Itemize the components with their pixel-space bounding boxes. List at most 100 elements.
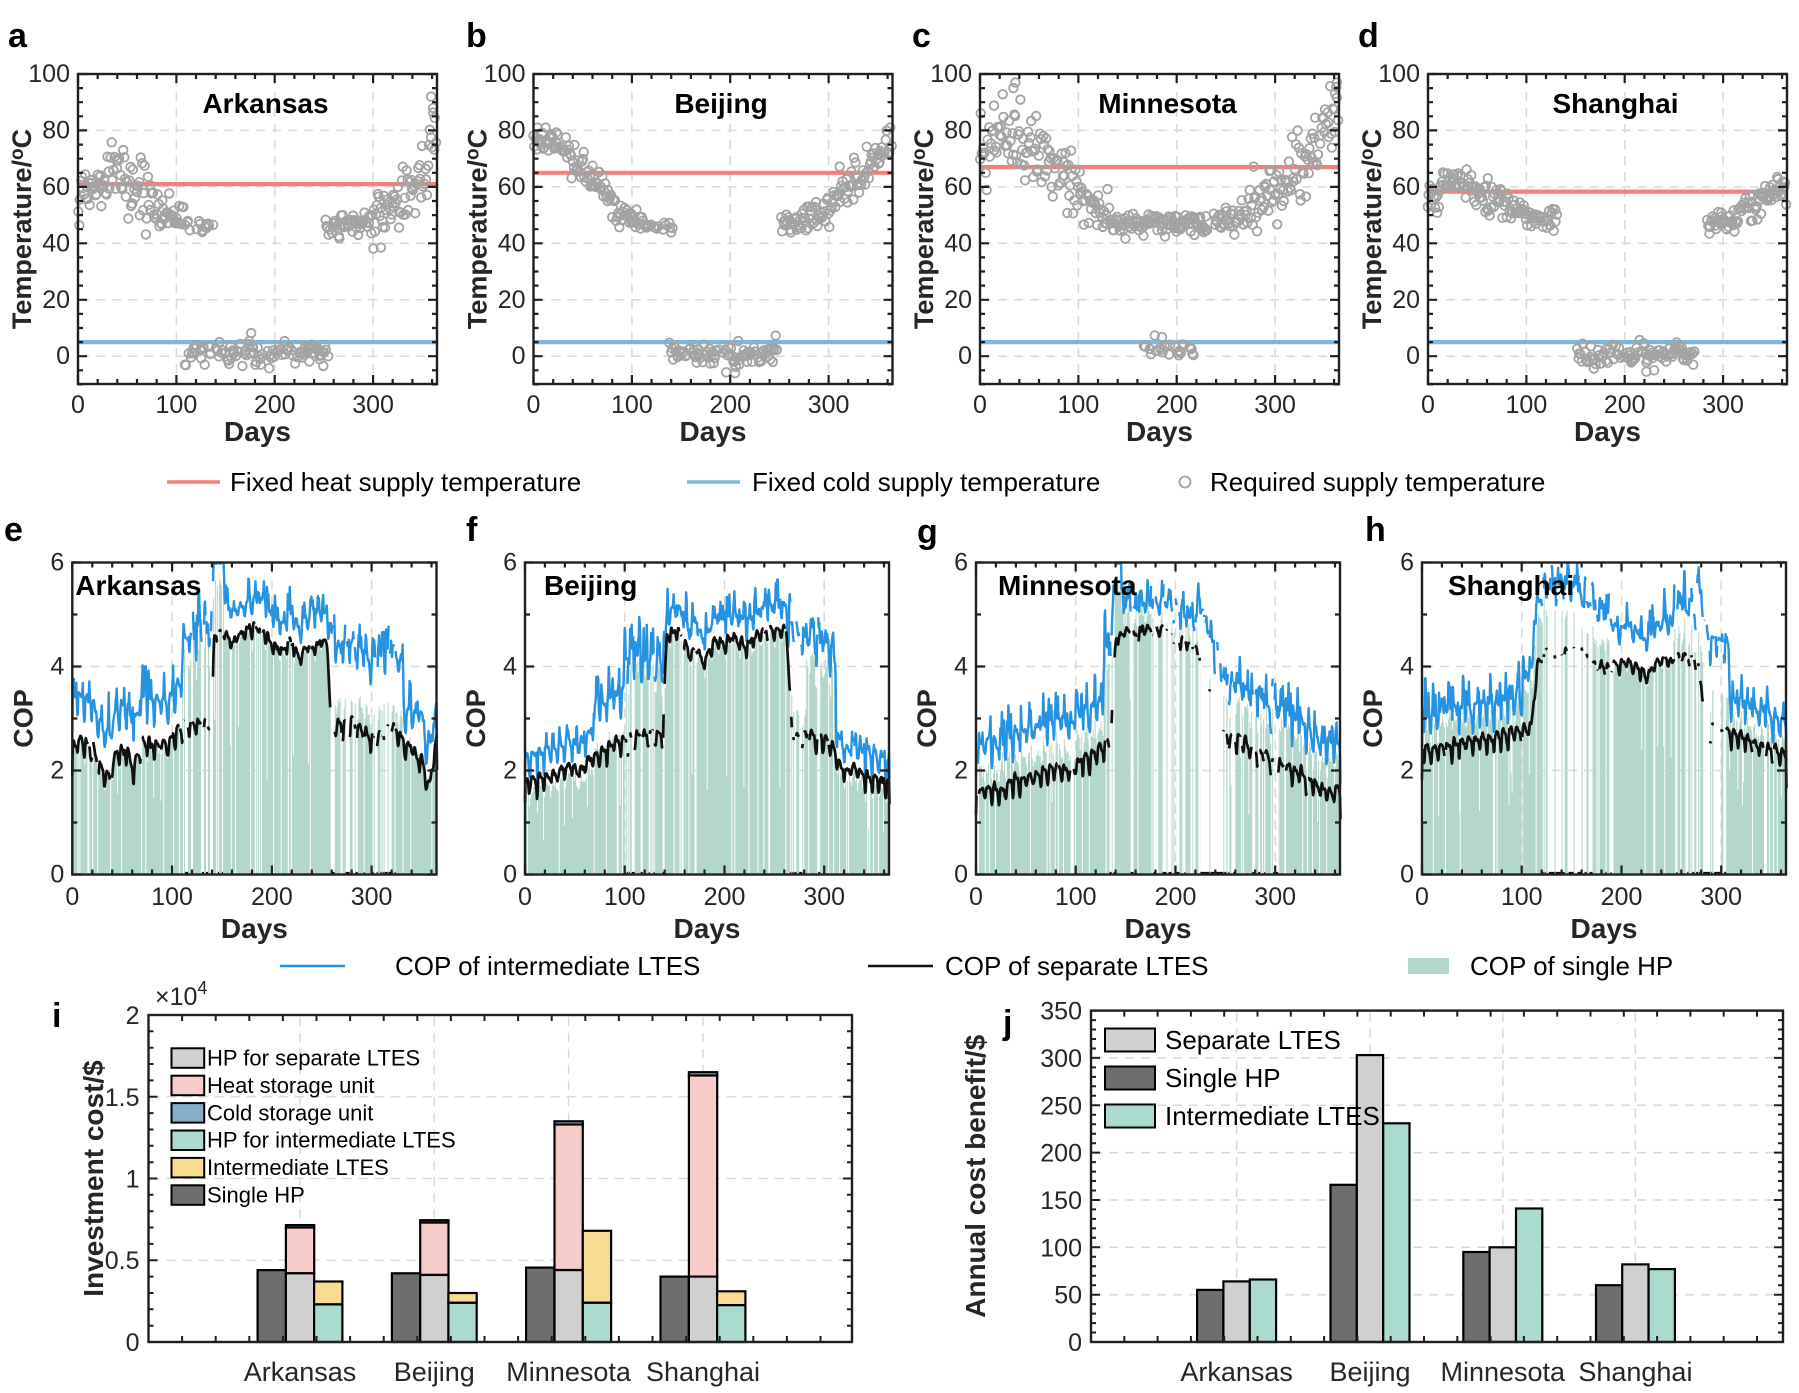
svg-text:2: 2 — [1400, 757, 1414, 785]
svg-text:Intermediate LTES: Intermediate LTES — [1165, 1101, 1380, 1131]
svg-text:Days: Days — [221, 913, 288, 944]
svg-text:20: 20 — [944, 286, 972, 314]
svg-text:0: 0 — [518, 883, 532, 911]
svg-text:Shanghai: Shanghai — [1578, 1357, 1692, 1387]
svg-text:300: 300 — [351, 883, 393, 911]
svg-text:Minnesota: Minnesota — [998, 570, 1137, 601]
svg-text:COP: COP — [912, 689, 942, 748]
svg-text:150: 150 — [1040, 1187, 1082, 1215]
svg-text:50: 50 — [1054, 1282, 1082, 1310]
svg-text:100: 100 — [1055, 883, 1097, 911]
svg-text:Temperature/oC: Temperature/oC — [463, 129, 493, 329]
svg-text:i: i — [52, 997, 61, 1035]
svg-text:100: 100 — [156, 391, 198, 419]
svg-text:Days: Days — [224, 416, 291, 447]
svg-text:Cold storage unit: Cold storage unit — [207, 1100, 373, 1125]
svg-text:200: 200 — [254, 391, 296, 419]
svg-text:100: 100 — [1506, 391, 1548, 419]
svg-text:f: f — [466, 511, 478, 549]
svg-text:Arkansas: Arkansas — [1180, 1357, 1293, 1387]
svg-text:100: 100 — [28, 60, 70, 88]
svg-text:1: 1 — [126, 1166, 140, 1194]
svg-text:Shanghai: Shanghai — [1552, 88, 1678, 119]
svg-text:40: 40 — [498, 229, 526, 257]
svg-text:80: 80 — [42, 116, 70, 144]
svg-text:60: 60 — [42, 173, 70, 201]
svg-text:6: 6 — [503, 549, 517, 577]
svg-text:Fixed heat supply temperature: Fixed heat supply temperature — [230, 467, 581, 497]
svg-text:HP for separate LTES: HP for separate LTES — [207, 1046, 420, 1071]
svg-text:300: 300 — [803, 883, 845, 911]
svg-text:Intermediate LTES: Intermediate LTES — [207, 1155, 389, 1180]
svg-text:Arkansas: Arkansas — [244, 1357, 357, 1387]
svg-text:200: 200 — [251, 883, 293, 911]
svg-text:e: e — [4, 511, 23, 549]
svg-text:80: 80 — [944, 116, 972, 144]
svg-text:300: 300 — [1040, 1045, 1082, 1073]
svg-text:Temperature/oC: Temperature/oC — [7, 129, 37, 329]
svg-text:300: 300 — [1700, 883, 1742, 911]
svg-text:COP of single HP: COP of single HP — [1470, 951, 1673, 981]
svg-text:40: 40 — [944, 229, 972, 257]
svg-text:0: 0 — [958, 342, 972, 370]
svg-text:COP: COP — [1358, 689, 1388, 748]
svg-text:200: 200 — [1601, 883, 1643, 911]
svg-text:Days: Days — [1125, 913, 1192, 944]
svg-text:350: 350 — [1040, 998, 1082, 1026]
svg-text:100: 100 — [1378, 60, 1420, 88]
svg-text:Beijing: Beijing — [394, 1357, 475, 1387]
svg-text:Separate LTES: Separate LTES — [1165, 1025, 1341, 1055]
svg-text:Temperature/oC: Temperature/oC — [909, 129, 939, 329]
svg-text:Single HP: Single HP — [1165, 1063, 1281, 1093]
svg-text:0: 0 — [65, 883, 79, 911]
svg-text:20: 20 — [1392, 286, 1420, 314]
svg-text:300: 300 — [1254, 883, 1296, 911]
svg-text:80: 80 — [1392, 116, 1420, 144]
svg-text:HP for intermediate LTES: HP for intermediate LTES — [207, 1128, 456, 1153]
svg-text:200: 200 — [1156, 391, 1198, 419]
svg-text:2: 2 — [954, 757, 968, 785]
svg-text:Beijing: Beijing — [674, 88, 767, 119]
svg-text:Shanghai: Shanghai — [646, 1357, 760, 1387]
svg-text:100: 100 — [604, 883, 646, 911]
svg-text:60: 60 — [1392, 173, 1420, 201]
svg-text:0: 0 — [954, 861, 968, 889]
svg-text:300: 300 — [808, 391, 850, 419]
svg-text:0: 0 — [969, 883, 983, 911]
svg-text:4: 4 — [503, 653, 517, 681]
svg-text:0: 0 — [527, 391, 541, 419]
svg-text:20: 20 — [42, 286, 70, 314]
svg-text:80: 80 — [498, 116, 526, 144]
svg-text:Days: Days — [1126, 416, 1193, 447]
svg-text:Minnesota: Minnesota — [1098, 88, 1237, 119]
svg-text:Required supply temperature: Required supply temperature — [1210, 467, 1545, 497]
svg-text:250: 250 — [1040, 1092, 1082, 1120]
svg-text:0: 0 — [1406, 342, 1420, 370]
svg-text:Fixed cold supply temperature: Fixed cold supply temperature — [752, 467, 1100, 497]
svg-text:200: 200 — [1155, 883, 1197, 911]
svg-text:g: g — [917, 513, 938, 551]
svg-text:a: a — [8, 17, 28, 55]
svg-text:Arkansas: Arkansas — [202, 88, 328, 119]
svg-text:200: 200 — [704, 883, 746, 911]
svg-text:4: 4 — [50, 653, 64, 681]
svg-text:Beijing: Beijing — [1329, 1357, 1410, 1387]
svg-text:COP: COP — [8, 689, 38, 748]
svg-text:0: 0 — [71, 391, 85, 419]
svg-text:40: 40 — [1392, 229, 1420, 257]
svg-text:100: 100 — [611, 391, 653, 419]
svg-text:COP of intermediate LTES: COP of intermediate LTES — [395, 951, 700, 981]
svg-text:Temperature/oC: Temperature/oC — [1357, 129, 1387, 329]
svg-text:h: h — [1365, 511, 1386, 549]
svg-text:Beijing: Beijing — [544, 570, 637, 601]
svg-text:1.5: 1.5 — [105, 1084, 140, 1112]
svg-text:100: 100 — [151, 883, 193, 911]
svg-text:Days: Days — [674, 913, 741, 944]
svg-text:Heat storage unit: Heat storage unit — [207, 1073, 375, 1098]
svg-text:Minnesota: Minnesota — [506, 1357, 632, 1387]
svg-text:c: c — [912, 17, 931, 55]
svg-text:Investment cost/$: Investment cost/$ — [78, 1060, 109, 1297]
svg-text:Minnesota: Minnesota — [1441, 1357, 1567, 1387]
svg-text:0: 0 — [1068, 1329, 1082, 1357]
svg-text:d: d — [1358, 17, 1379, 55]
